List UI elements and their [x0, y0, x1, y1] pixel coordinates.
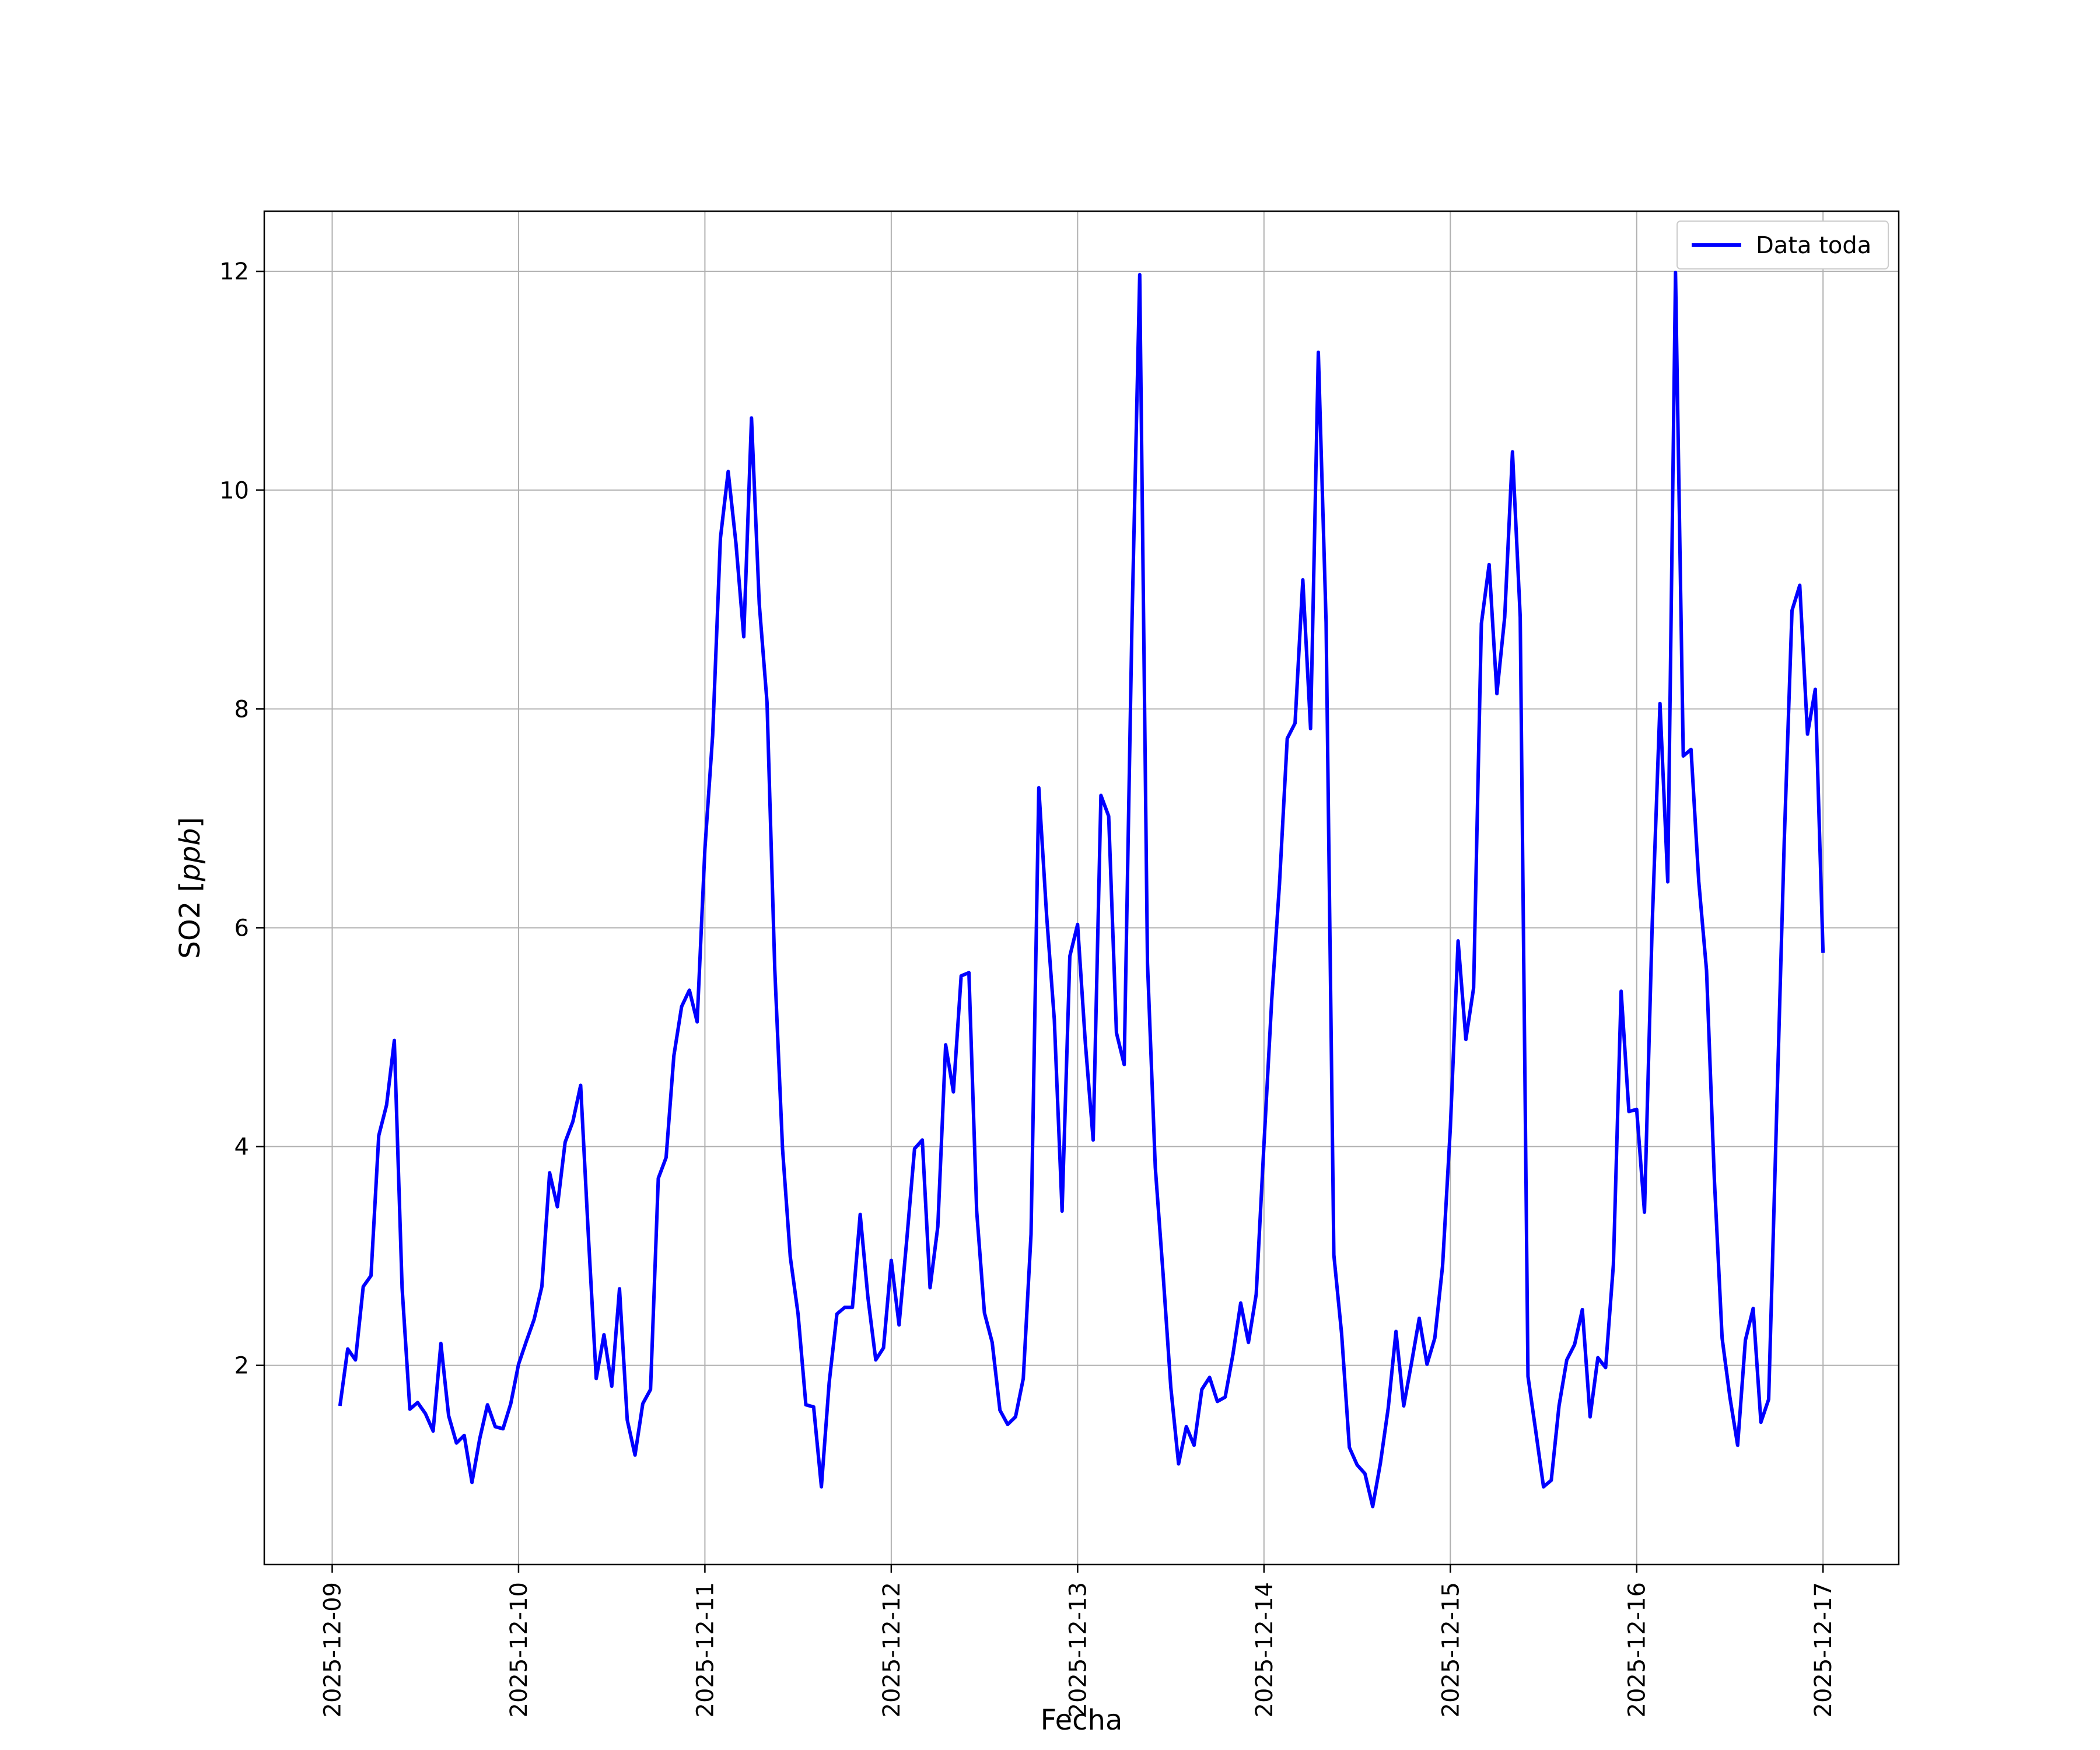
x-tick-label: 2025-12-15	[1437, 1582, 1464, 1717]
y-axis-label: SO2 [ppb]	[174, 817, 206, 959]
y-tick-label: 8	[235, 696, 249, 723]
series-line-data-toda	[338, 271, 1825, 1508]
legend: Data toda	[1676, 220, 1889, 270]
y-tick-label: 4	[235, 1134, 249, 1161]
x-tick-label: 2025-12-14	[1251, 1582, 1278, 1717]
x-tick-label: 2025-12-12	[878, 1582, 905, 1717]
y-tick-label: 2	[235, 1353, 249, 1380]
y-tick-label: 10	[219, 477, 249, 504]
x-tick-label: 2025-12-10	[506, 1582, 533, 1717]
ticks: 2025-12-09 2025-12-10 2025-12-11 2025-12-12…	[219, 258, 1837, 1717]
x-tick-label: 2025-12-17	[1810, 1582, 1837, 1717]
x-tick-label: 2025-12-13	[1065, 1582, 1091, 1717]
legend-box	[1676, 220, 1889, 270]
legend-label: Data toda	[1756, 232, 1871, 259]
y-tick-label: 12	[219, 258, 249, 285]
x-tick-label: 2025-12-11	[692, 1582, 719, 1717]
grid	[264, 211, 1899, 1564]
x-axis-label: Fecha	[1041, 1704, 1123, 1737]
x-tick-label: 2025-12-16	[1624, 1582, 1651, 1717]
x-tick-label: 2025-12-09	[319, 1582, 346, 1717]
axes-frame	[263, 210, 1900, 1566]
y-tick-label: 6	[235, 915, 249, 942]
